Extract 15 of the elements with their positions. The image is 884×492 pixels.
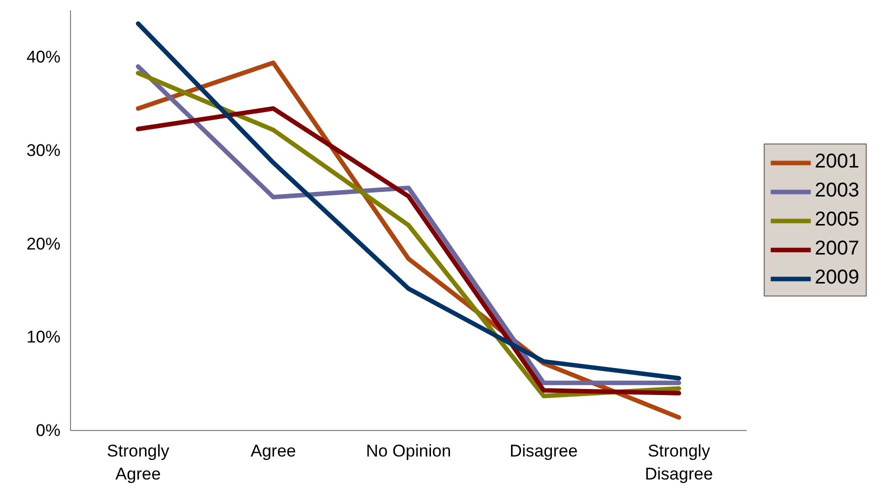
y-tick-label: 10% bbox=[26, 328, 61, 347]
y-tick-label: 0% bbox=[36, 421, 61, 440]
y-tick-label: 40% bbox=[26, 48, 61, 67]
x-tick-label: Disagree bbox=[510, 442, 578, 460]
x-tick-label: Strongly Agree bbox=[106, 442, 170, 484]
legend-label: 2005 bbox=[814, 208, 860, 232]
legend-label: 2001 bbox=[814, 150, 860, 174]
x-tick-label: No Opinion bbox=[366, 442, 452, 460]
x-tick-label: Strongly Disagree bbox=[644, 442, 713, 484]
legend-label: 2009 bbox=[814, 266, 860, 290]
y-tick-label: 20% bbox=[26, 234, 61, 254]
legend-label: 2003 bbox=[814, 180, 860, 202]
y-tick-label: 30% bbox=[26, 141, 61, 160]
x-tick-label: Agree bbox=[250, 442, 296, 460]
legend-label: 2007 bbox=[814, 238, 860, 260]
